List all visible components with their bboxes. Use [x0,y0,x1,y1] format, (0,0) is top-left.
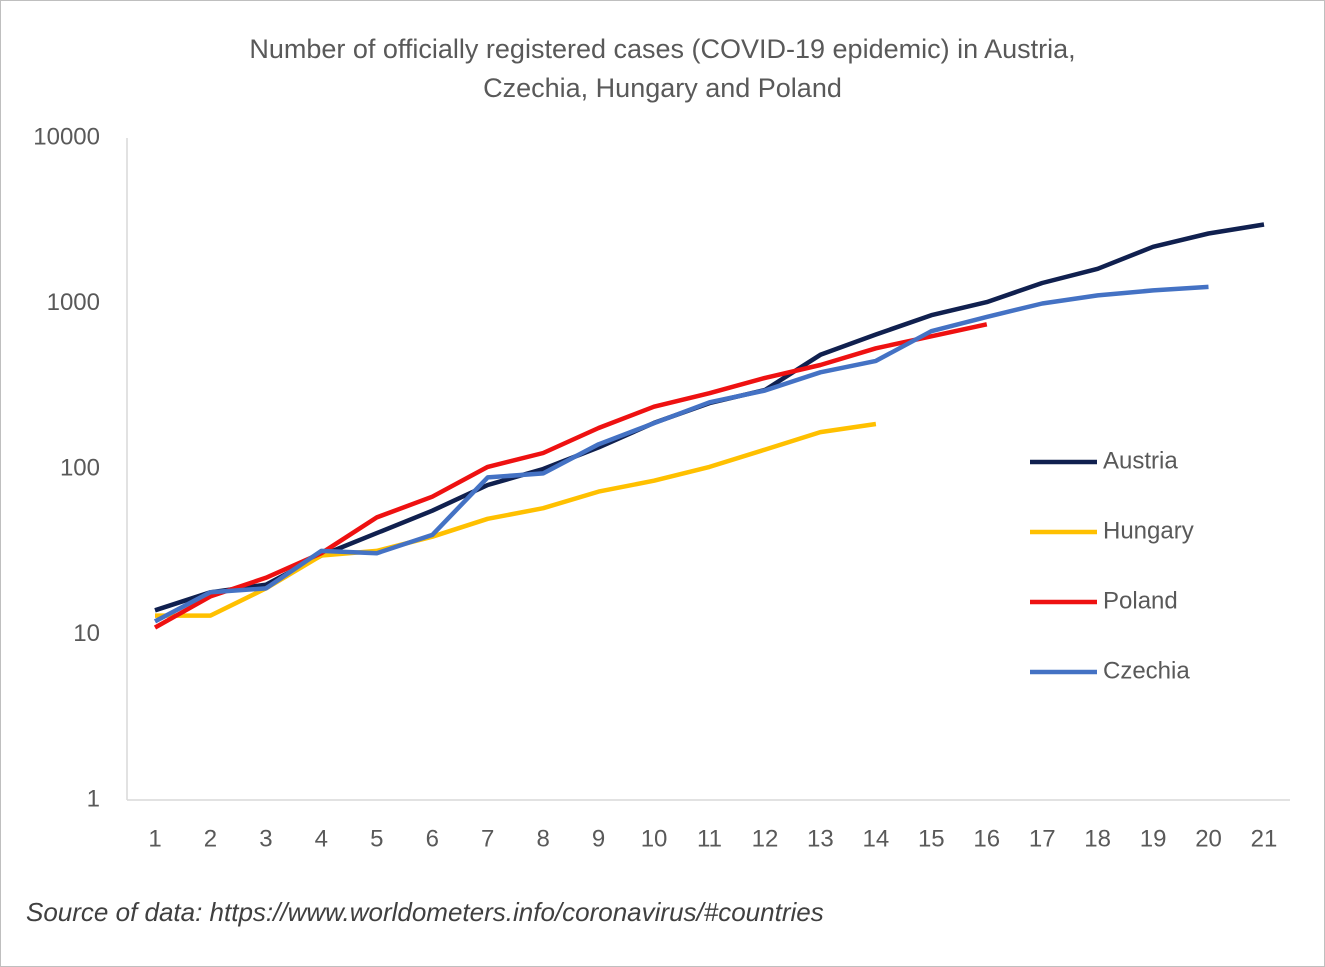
x-tick-label: 17 [1029,825,1056,852]
x-tick-label: 8 [536,825,549,852]
x-tick-label: 11 [697,825,722,852]
x-tick-label: 2 [204,825,217,852]
legend-label: Czechia [1103,657,1190,684]
x-tick-label: 7 [481,825,494,852]
x-tick-label: 5 [370,825,383,852]
x-tick-label: 16 [973,825,1000,852]
y-tick-label: 10000 [33,123,100,150]
y-tick-label: 10 [73,620,100,647]
y-tick-label: 1 [87,785,100,812]
x-tick-label: 18 [1084,825,1111,852]
data-line [153,284,1209,624]
y-tick-label: 100 [60,454,100,481]
x-tick-label: 6 [426,825,439,852]
x-tick-label: 15 [918,825,945,852]
x-tick-label: 3 [259,825,272,852]
x-tick-label: 13 [807,825,834,852]
x-tick-label: 10 [641,825,668,852]
x-tick-label: 21 [1251,825,1278,852]
data-line [153,322,988,630]
legend-label: Poland [1103,587,1178,614]
legend-label: Austria [1103,447,1178,474]
y-tick-label: 1000 [47,289,100,316]
x-tick-label: 14 [862,825,889,852]
x-tick-label: 19 [1140,825,1167,852]
x-tick-label: 9 [592,825,605,852]
x-tick-label: 12 [752,825,779,852]
x-tick-label: 20 [1195,825,1222,852]
chart-title: Number of officially registered cases (C… [249,34,1076,103]
x-tick-label: 1 [148,825,161,852]
source-note: Source of data: https://www.worldometers… [26,897,824,927]
legend-label: Hungary [1103,517,1194,544]
x-tick-label: 4 [315,825,328,852]
